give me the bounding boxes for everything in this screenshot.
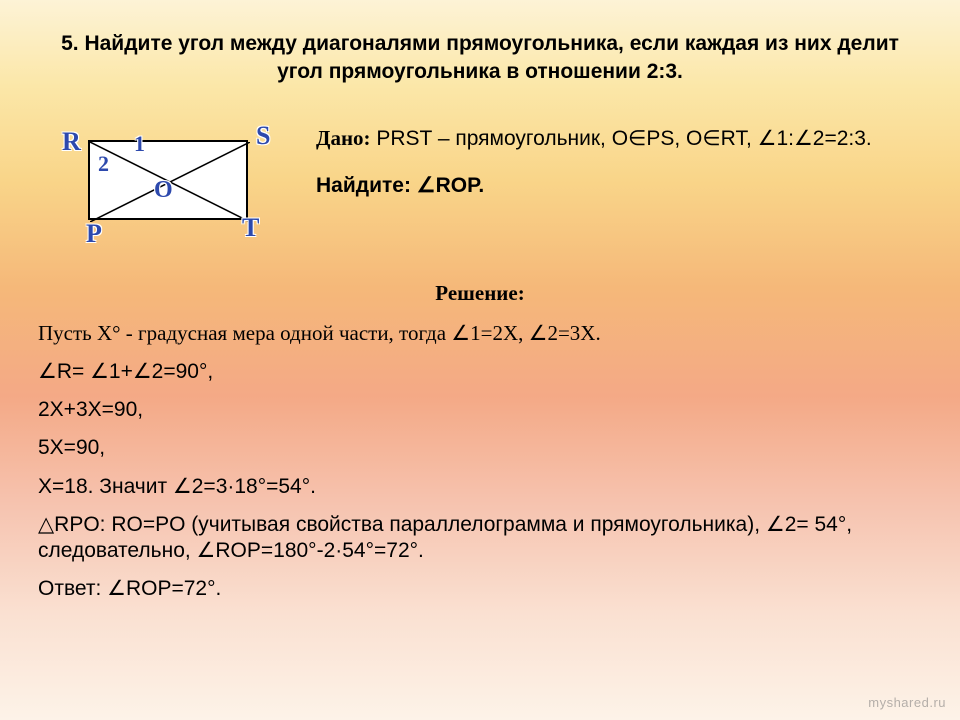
solution-line-5: X=18. Значит ∠2=3·18°=54°. <box>38 474 922 500</box>
problem-title: 5. Найдите угол между диагоналями прямоу… <box>38 30 922 87</box>
angle-2: 2 <box>98 151 109 177</box>
vertex-R: R <box>62 127 81 157</box>
solution-text-1: Пусть X° - градусная мера одной части, т… <box>38 321 601 345</box>
solution-line-4: 5X=90, <box>38 435 922 461</box>
solution-line-1: Пусть X° - градусная мера одной части, т… <box>38 320 922 347</box>
given-block: Дано: PRST – прямоугольник, O∈PS, O∈RT, … <box>316 115 872 202</box>
watermark: myshared.ru <box>868 695 946 710</box>
vertex-P: P <box>86 219 102 249</box>
given-find: Найдите: ∠ROP. <box>316 170 872 202</box>
angle-1: 1 <box>134 131 145 157</box>
given-line-1: Дано: PRST – прямоугольник, O∈PS, O∈RT, … <box>316 123 872 155</box>
given-label: Дано: <box>316 126 371 150</box>
solution-line-6: △RPO: RO=PO (учитывая свойства параллело… <box>38 512 922 565</box>
solution-line-2: ∠R= ∠1+∠2=90°, <box>38 359 922 385</box>
solution-heading: Решение: <box>38 281 922 306</box>
vertex-T: T <box>242 213 259 243</box>
solution-line-3: 2X+3X=90, <box>38 397 922 423</box>
top-row: R S P T O 1 2 Дано: PRST – прямоугольник… <box>38 115 922 255</box>
vertex-S: S <box>256 121 270 151</box>
solution-body: Пусть X° - градусная мера одной части, т… <box>38 320 922 603</box>
given-text-1: PRST – прямоугольник, O∈PS, O∈RT, ∠1:∠2=… <box>371 127 872 150</box>
solution-line-7: Ответ: ∠ROP=72°. <box>38 576 922 602</box>
diagram: R S P T O 1 2 <box>38 115 288 255</box>
center-O: O <box>154 177 173 204</box>
